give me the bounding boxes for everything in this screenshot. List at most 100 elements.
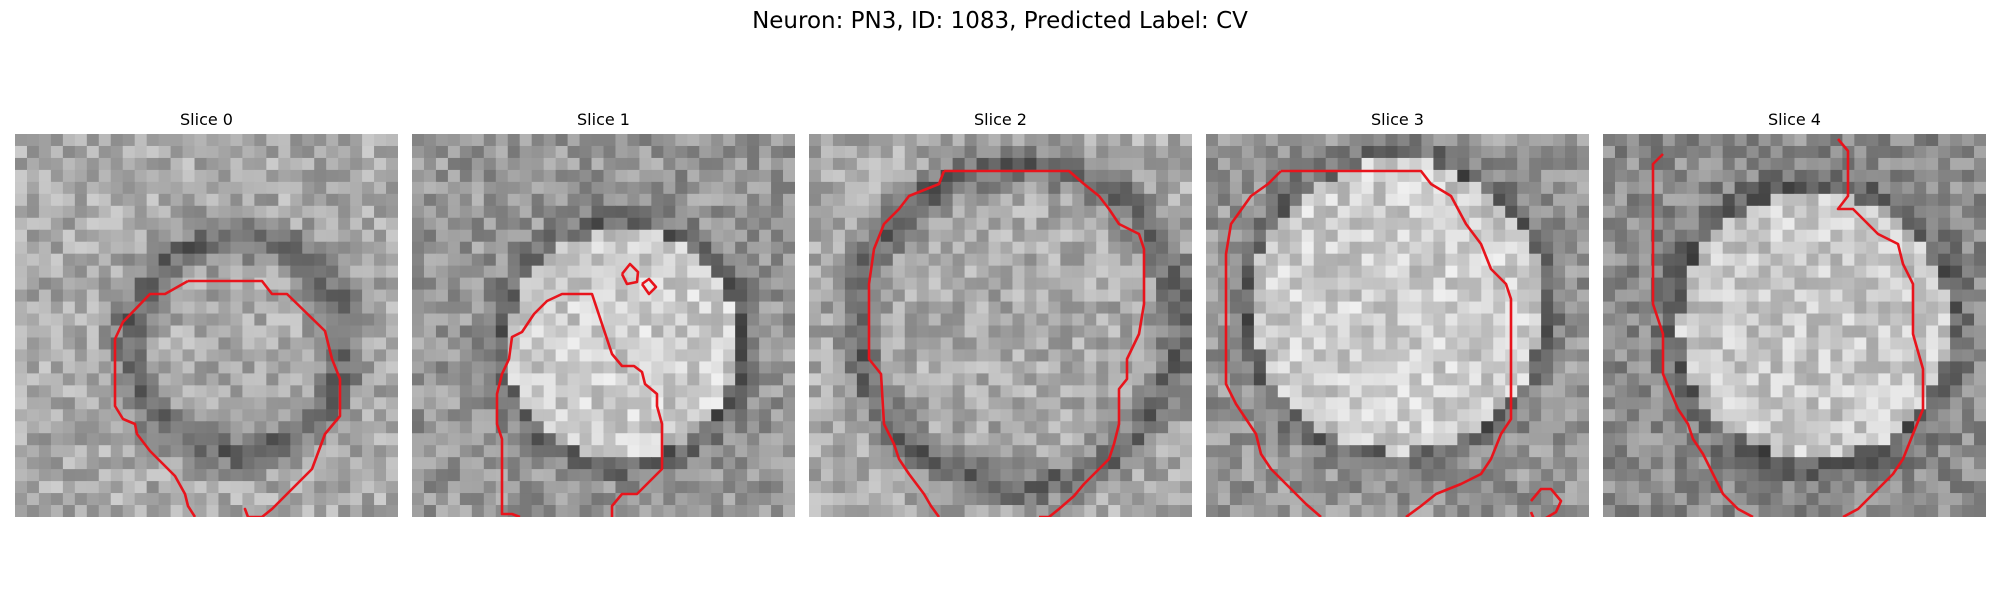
image-pixel: [1277, 253, 1291, 267]
image-pixel: [1265, 229, 1279, 243]
image-pixel: [314, 157, 327, 171]
image-pixel: [134, 445, 148, 458]
image-pixel: [1036, 493, 1049, 506]
image-pixel: [940, 481, 954, 494]
image-pixel: [759, 445, 772, 458]
image-pixel: [206, 229, 220, 243]
image-pixel: [603, 397, 617, 410]
image-pixel: [1541, 325, 1554, 339]
image-pixel: [809, 229, 822, 243]
image-pixel: [759, 457, 772, 470]
figure-title: Neuron: PN3, ID: 1083, Predicted Label: …: [752, 8, 1248, 34]
image-pixel: [98, 385, 112, 398]
image-pixel: [1722, 301, 1736, 315]
image-pixel: [1974, 301, 1986, 315]
image-pixel: [1914, 217, 1927, 231]
image-pixel: [1253, 241, 1267, 255]
image-pixel: [1529, 193, 1542, 207]
image-pixel: [1890, 265, 1903, 279]
image-pixel: [1361, 289, 1375, 303]
image-pixel: [1253, 217, 1267, 231]
image-pixel: [964, 349, 978, 363]
image-pixel: [1373, 469, 1387, 482]
image-pixel: [86, 433, 100, 446]
image-pixel: [1469, 361, 1482, 374]
image-pixel: [1722, 373, 1736, 386]
image-pixel: [1361, 481, 1375, 494]
image-pixel: [1614, 145, 1628, 159]
image-pixel: [1541, 134, 1554, 147]
image-pixel: [1866, 265, 1879, 279]
image-pixel: [122, 229, 136, 243]
image-pixel: [832, 361, 846, 374]
image-pixel: [1325, 337, 1339, 351]
image-pixel: [110, 349, 124, 363]
image-pixel: [146, 145, 160, 159]
image-pixel: [1120, 229, 1133, 243]
image-pixel: [1048, 325, 1061, 339]
image-pixel: [326, 505, 339, 517]
image-pixel: [1529, 313, 1542, 327]
image-pixel: [940, 397, 954, 410]
image-pixel: [928, 169, 942, 183]
image-pixel: [386, 337, 398, 351]
image-pixel: [759, 289, 772, 303]
image-pixel: [1662, 277, 1676, 291]
image-pixel: [230, 193, 244, 207]
image-pixel: [1000, 313, 1014, 327]
image-pixel: [1517, 457, 1530, 470]
image-pixel: [555, 373, 569, 386]
image-pixel: [110, 229, 124, 243]
image-pixel: [844, 325, 858, 339]
image-pixel: [1866, 241, 1879, 255]
image-pixel: [1469, 193, 1482, 207]
image-pixel: [771, 313, 784, 327]
image-pixel: [1758, 289, 1772, 303]
image-pixel: [1120, 265, 1133, 279]
image-pixel: [1794, 253, 1808, 267]
image-pixel: [699, 469, 712, 482]
image-pixel: [1349, 337, 1363, 351]
image-pixel: [856, 205, 870, 219]
image-pixel: [38, 445, 52, 458]
image-pixel: [1168, 433, 1181, 446]
image-pixel: [412, 373, 425, 386]
image-pixel: [1361, 421, 1375, 434]
image-pixel: [1265, 433, 1279, 446]
image-pixel: [1289, 445, 1303, 458]
image-pixel: [1349, 265, 1363, 279]
image-pixel: [266, 373, 279, 386]
image-pixel: [639, 134, 652, 147]
image-pixel: [122, 385, 136, 398]
image-pixel: [74, 433, 88, 446]
image-pixel: [699, 241, 712, 255]
image-pixel: [1493, 253, 1506, 267]
image-pixel: [735, 445, 748, 458]
image-pixel: [62, 265, 76, 279]
image-pixel: [1505, 181, 1518, 195]
image-pixel: [86, 169, 100, 183]
image-pixel: [711, 134, 724, 147]
image-pixel: [194, 337, 208, 351]
image-pixel: [591, 445, 605, 458]
image-pixel: [1337, 217, 1351, 231]
image-pixel: [675, 241, 688, 255]
image-pixel: [735, 457, 748, 470]
image-pixel: [783, 253, 795, 267]
image-pixel: [1000, 241, 1014, 255]
image-pixel: [1481, 181, 1494, 195]
image-pixel: [471, 205, 485, 219]
image-pixel: [1806, 265, 1820, 279]
image-pixel: [435, 373, 449, 386]
image-pixel: [1036, 361, 1049, 374]
image-pixel: [459, 301, 473, 315]
image-pixel: [820, 181, 834, 195]
image-pixel: [1373, 134, 1387, 147]
image-pixel: [699, 145, 712, 159]
image-pixel: [254, 241, 267, 255]
image-pixel: [1457, 289, 1470, 303]
image-pixel: [1914, 169, 1927, 183]
image-pixel: [1926, 145, 1939, 159]
image-pixel: [603, 445, 617, 458]
image-pixel: [290, 493, 303, 506]
